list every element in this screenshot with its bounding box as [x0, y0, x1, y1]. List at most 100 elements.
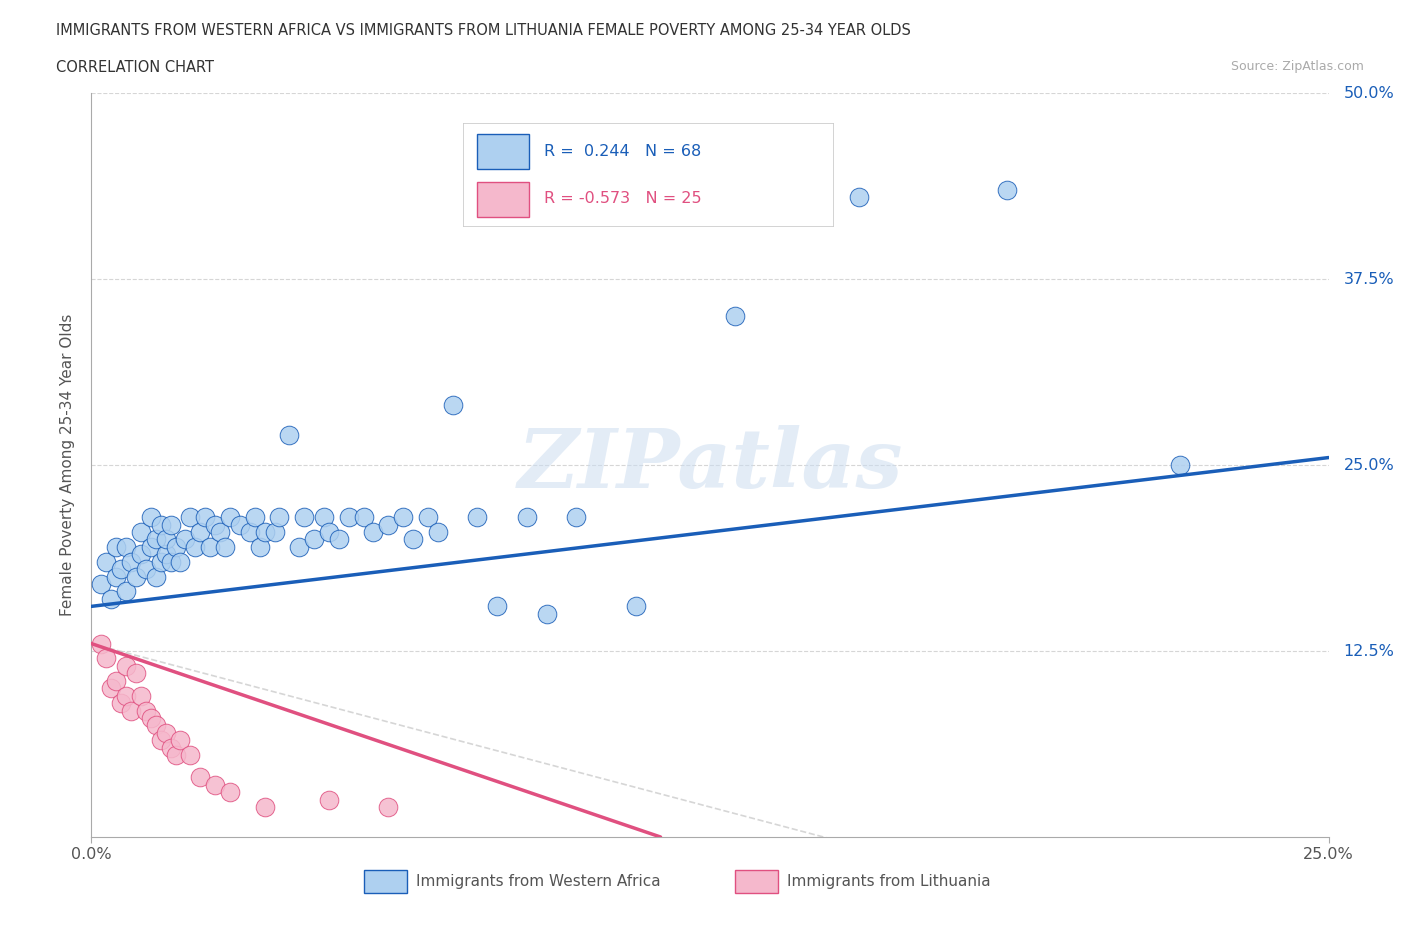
Point [565, 510, 588, 525]
Point [105, 539, 128, 554]
Point [353, 510, 375, 525]
Bar [735, 870, 778, 893]
Point [96, 651, 118, 666]
Point [149, 733, 172, 748]
Text: Immigrants from Western Africa: Immigrants from Western Africa [416, 874, 661, 889]
Point [486, 599, 509, 614]
Point [1168, 458, 1191, 472]
Point [402, 532, 425, 547]
Point [278, 428, 301, 443]
Point [243, 510, 266, 525]
Point [328, 532, 350, 547]
Text: 25.0%: 25.0% [1344, 458, 1395, 472]
Point [426, 525, 449, 539]
Point [536, 606, 558, 621]
Point [105, 569, 128, 584]
Point [253, 800, 276, 815]
Point [125, 666, 148, 681]
Text: IMMIGRANTS FROM WESTERN AFRICA VS IMMIGRANTS FROM LITHUANIA FEMALE POVERTY AMONG: IMMIGRANTS FROM WESTERN AFRICA VS IMMIGR… [56, 23, 911, 38]
Point [253, 525, 276, 539]
Text: Immigrants from Lithuania: Immigrants from Lithuania [787, 874, 990, 889]
Point [204, 777, 226, 792]
Point [169, 733, 191, 748]
Point [125, 569, 148, 584]
Point [848, 190, 870, 205]
Point [263, 525, 285, 539]
Point [120, 554, 142, 569]
Point [194, 510, 217, 525]
Point [110, 562, 132, 577]
Point [337, 510, 360, 525]
Point [269, 510, 291, 525]
Text: CORRELATION CHART: CORRELATION CHART [56, 60, 214, 75]
Point [155, 532, 177, 547]
Point [292, 510, 315, 525]
Point [318, 792, 340, 807]
Point [204, 517, 226, 532]
Point [174, 532, 197, 547]
Text: 50.0%: 50.0% [1344, 86, 1395, 100]
Point [995, 182, 1018, 197]
Point [165, 748, 187, 763]
Point [219, 510, 242, 525]
Point [318, 525, 340, 539]
Point [209, 525, 232, 539]
Point [249, 539, 271, 554]
Text: 37.5%: 37.5% [1344, 272, 1395, 286]
Point [129, 688, 152, 703]
Bar [364, 870, 406, 893]
Point [155, 547, 177, 562]
Point [129, 525, 152, 539]
Point [110, 696, 132, 711]
Point [467, 510, 489, 525]
Point [198, 539, 221, 554]
Point [90, 577, 112, 591]
Point [129, 547, 152, 562]
Point [145, 532, 167, 547]
Point [115, 584, 138, 599]
Point [149, 554, 172, 569]
Point [624, 599, 647, 614]
Point [145, 718, 167, 733]
Point [214, 539, 236, 554]
Point [392, 510, 415, 525]
Point [105, 673, 128, 688]
Point [516, 510, 538, 525]
Point [377, 517, 399, 532]
Point [96, 554, 118, 569]
Point [100, 681, 122, 696]
Text: 12.5%: 12.5% [1344, 644, 1395, 658]
Point [724, 309, 747, 324]
Point [288, 539, 311, 554]
Point [184, 539, 207, 554]
Point [239, 525, 262, 539]
Point [135, 703, 157, 718]
Point [159, 517, 181, 532]
Point [302, 532, 325, 547]
Point [115, 658, 138, 673]
Point [139, 539, 162, 554]
Point [139, 510, 162, 525]
Point [145, 569, 167, 584]
Point [188, 770, 211, 785]
Point [149, 517, 172, 532]
Point [115, 539, 138, 554]
Point [135, 562, 157, 577]
Point [312, 510, 335, 525]
Point [155, 725, 177, 740]
Point [188, 525, 211, 539]
Point [219, 785, 242, 800]
Point [416, 510, 439, 525]
Point [229, 517, 252, 532]
Y-axis label: Female Poverty Among 25-34 Year Olds: Female Poverty Among 25-34 Year Olds [60, 313, 76, 617]
Point [441, 398, 464, 413]
Point [139, 711, 162, 725]
Point [115, 688, 138, 703]
Point [363, 525, 385, 539]
Point [165, 539, 187, 554]
Point [377, 800, 399, 815]
Point [90, 636, 112, 651]
Point [159, 554, 181, 569]
Text: Source: ZipAtlas.com: Source: ZipAtlas.com [1230, 60, 1364, 73]
Point [120, 703, 142, 718]
